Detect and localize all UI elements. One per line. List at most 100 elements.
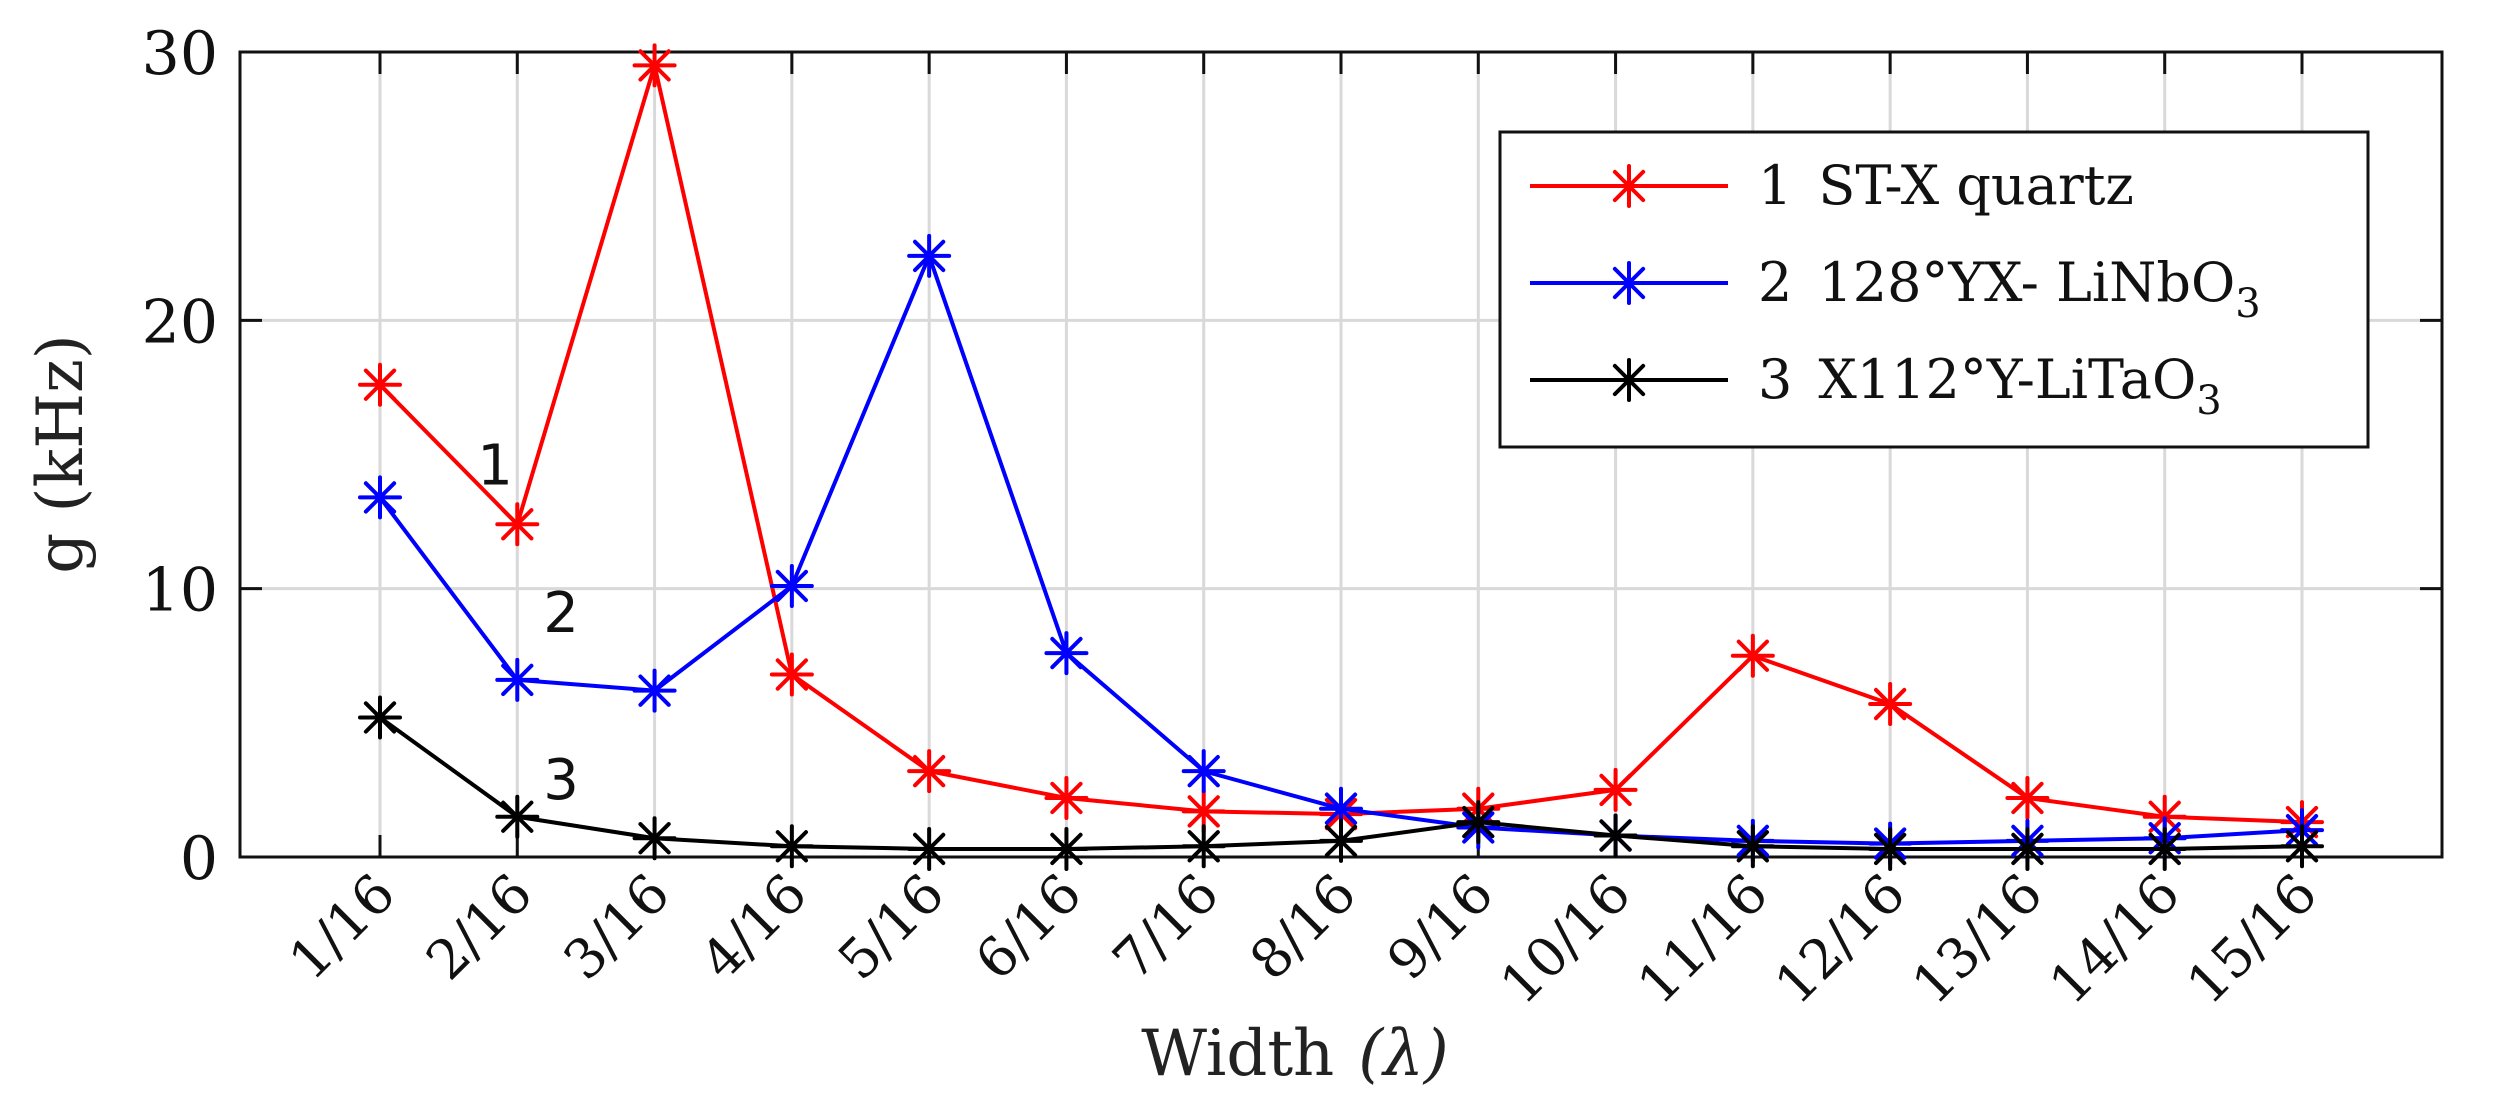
- data-point-marker: [632, 668, 677, 713]
- x-tick-label: 9/16: [1375, 862, 1505, 992]
- x-tick-label: 4/16: [689, 862, 819, 992]
- data-point-marker: [2142, 826, 2187, 871]
- data-point-marker-stroke: [913, 832, 946, 866]
- series-3: [358, 695, 2324, 871]
- data-point-marker-stroke: [2285, 830, 2319, 863]
- data-point-marker: [2005, 826, 2050, 871]
- legend-index: 3: [1758, 348, 1792, 411]
- data-point-marker-stroke: [1187, 830, 1220, 863]
- series-annotation-label: 2: [543, 581, 579, 646]
- x-axis-title-text: Width: [1141, 1017, 1334, 1091]
- x-tick-label: 2/16: [414, 862, 544, 992]
- data-point-marker-stroke: [501, 508, 534, 541]
- legend-label: 2 128°YX- LiNbO3: [1758, 251, 2261, 327]
- data-point-marker: [907, 826, 952, 871]
- data-point-marker-stroke: [1324, 792, 1358, 825]
- data-point-marker: [769, 652, 814, 697]
- data-point-marker-stroke: [1050, 636, 1083, 670]
- data-point-marker: [1593, 767, 1638, 812]
- data-point-marker: [358, 695, 402, 740]
- data-point-marker: [632, 816, 677, 861]
- data-point-marker: [1868, 682, 1913, 727]
- x-tick-label: 7/16: [1101, 862, 1231, 992]
- data-point-marker-stroke: [775, 569, 808, 603]
- data-point-marker-stroke: [2011, 781, 2044, 815]
- y-tick-label: 10: [142, 556, 218, 626]
- legend-entry-2: 2 128°YX- LiNbO3: [1530, 251, 2261, 327]
- data-point-marker-stroke: [1874, 687, 1907, 721]
- y-tick-label: 20: [142, 287, 218, 357]
- y-tick-label: 0: [180, 824, 218, 894]
- data-point-marker: [1730, 824, 1775, 869]
- x-tick-label: 5/16: [826, 862, 956, 992]
- data-point-marker: [358, 475, 402, 520]
- data-point-marker: [1730, 633, 1775, 678]
- data-point-marker: [1044, 631, 1089, 676]
- data-point-marker-stroke: [913, 239, 946, 273]
- data-point-marker-stroke: [1736, 830, 1769, 863]
- data-point-marker-stroke: [638, 674, 671, 707]
- data-point-marker: [495, 794, 540, 839]
- y-axis-ticks: 0 10 20 30: [142, 19, 2442, 894]
- data-point-marker-stroke: [2148, 832, 2181, 866]
- data-point-marker: [769, 824, 814, 869]
- series-annotation-label: 1: [477, 433, 513, 498]
- data-point-marker-stroke: [2011, 832, 2044, 866]
- legend-marker: [1607, 261, 1651, 305]
- x-tick-label: 10/16: [1488, 862, 1643, 1017]
- data-point-marker-stroke: [501, 800, 534, 833]
- legend-index: 2: [1758, 251, 1792, 314]
- x-tick-label: 1/16: [277, 862, 407, 992]
- legend-marker-stroke: [1612, 363, 1646, 397]
- data-point-marker: [1181, 824, 1226, 869]
- legend-subscript: 3: [2196, 378, 2221, 424]
- data-point-marker-stroke: [1187, 795, 1220, 828]
- series-annotations: 1 2 3: [477, 433, 579, 812]
- legend-subscript: 3: [2235, 281, 2260, 327]
- x-tick-label: 8/16: [1238, 862, 1368, 992]
- x-tick-label: 15/16: [2175, 862, 2330, 1017]
- data-point-marker: [769, 563, 814, 608]
- legend-index: 1: [1758, 154, 1792, 217]
- x-tick-label: 11/16: [1625, 862, 1780, 1017]
- x-tick-label: 14/16: [2037, 862, 2192, 1017]
- data-point-marker-stroke: [1736, 639, 1769, 672]
- data-point-marker: [1319, 818, 1363, 863]
- legend-name: 128°YX- LiNbO: [1818, 251, 2235, 314]
- data-point-marker: [1456, 800, 1501, 845]
- data-point-marker-stroke: [1050, 832, 1083, 866]
- x-tick-label: 6/16: [963, 862, 1093, 992]
- data-point-marker: [2005, 775, 2050, 820]
- data-point-marker: [1868, 826, 1913, 871]
- data-point-marker-stroke: [363, 701, 397, 734]
- data-point-marker-stroke: [1187, 754, 1220, 788]
- y-axis-title: g (kHz): [24, 334, 98, 574]
- legend-entry-1: 1 ST-X quartz: [1530, 154, 2134, 217]
- data-point-marker: [907, 233, 952, 278]
- data-point-marker-stroke: [1324, 824, 1358, 858]
- legend-name: ST-X quartz: [1818, 154, 2133, 217]
- data-point-marker: [1044, 775, 1089, 820]
- legend-label: 1 ST-X quartz: [1758, 154, 2134, 217]
- legend-entry-3: 3 X112°Y-LiTaO3: [1530, 348, 2222, 424]
- data-point-marker: [495, 502, 540, 547]
- data-point-marker: [495, 657, 540, 702]
- legend-marker-stroke: [1612, 266, 1646, 300]
- data-point-marker: [907, 749, 952, 794]
- series-annotation-label: 3: [543, 748, 579, 813]
- legend-marker: [1607, 164, 1651, 208]
- series-layer: [358, 43, 2324, 871]
- data-point-marker: [632, 43, 677, 88]
- legend-label: 3 X112°Y-LiTaO3: [1758, 348, 2222, 424]
- data-point-marker-stroke: [363, 368, 397, 401]
- x-axis-title-unit: (λ): [1358, 1017, 1449, 1091]
- data-point-marker: [1593, 813, 1638, 858]
- data-point-marker-stroke: [1599, 773, 1632, 807]
- data-point-marker: [2280, 824, 2324, 869]
- x-axis-title: Width (λ): [1141, 1017, 1449, 1091]
- data-point-marker-stroke: [913, 754, 946, 788]
- y-tick-label: 30: [142, 19, 218, 89]
- data-point-marker: [1044, 826, 1089, 871]
